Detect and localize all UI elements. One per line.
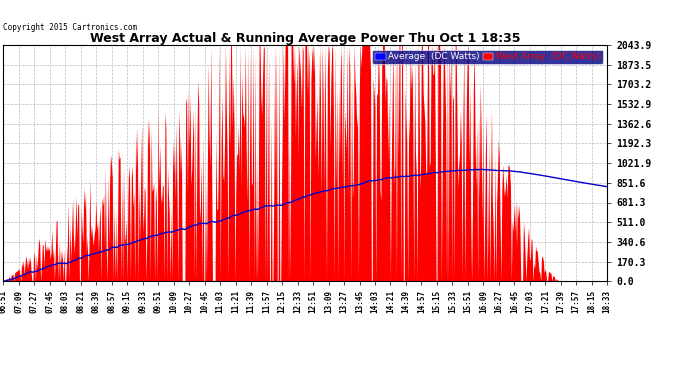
Legend: Average  (DC Watts), West Array  (DC Watts): Average (DC Watts), West Array (DC Watts… [372, 50, 602, 64]
Title: West Array Actual & Running Average Power Thu Oct 1 18:35: West Array Actual & Running Average Powe… [90, 32, 520, 45]
Text: Copyright 2015 Cartronics.com: Copyright 2015 Cartronics.com [3, 23, 137, 32]
